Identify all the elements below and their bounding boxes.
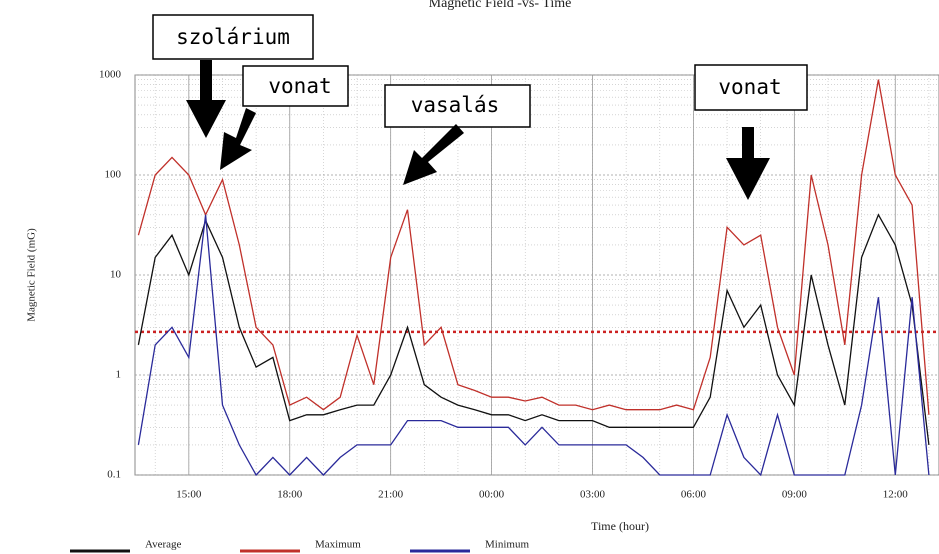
x-tick-label: 15:00 [176, 489, 202, 501]
annotation: vasalás [411, 93, 500, 117]
y-tick-label: 10 [110, 269, 122, 281]
x-tick-label: 09:00 [782, 489, 808, 501]
annotation-box [384, 84, 531, 128]
x-tick-label: 12:00 [883, 489, 909, 501]
y-tick-label: 1000 [99, 69, 122, 81]
annotation: vonat [718, 75, 781, 99]
y-tick-label: 0.1 [107, 469, 121, 481]
x-tick-label: 00:00 [479, 489, 505, 501]
arrow [186, 60, 226, 138]
x-axis-label: Time (hour) [591, 519, 649, 533]
arrow [726, 127, 770, 200]
x-tick-label: 21:00 [378, 489, 404, 501]
annotation: szolárium [176, 25, 290, 49]
x-tick-label: 03:00 [580, 489, 606, 501]
chart-title: Magnetic Field -vs- Time [429, 0, 572, 11]
annotation-box [242, 65, 349, 107]
data-line [137, 213, 930, 445]
arrow [403, 124, 464, 185]
data-line [137, 214, 930, 477]
annotation-box [152, 14, 314, 60]
y-tick-label: 100 [105, 169, 122, 181]
legend-label: Average [145, 539, 182, 551]
annotation-box [694, 64, 808, 111]
x-tick-label: 18:00 [277, 489, 303, 501]
y-axis-label: Magnetic Field (mG) [26, 228, 38, 322]
legend-label: Minimum [485, 539, 529, 551]
annotation: vonat [268, 74, 331, 98]
x-tick-label: 06:00 [681, 489, 707, 501]
legend: Average Maximum Minimum [70, 539, 529, 553]
arrow [220, 108, 256, 170]
legend-label: Maximum [315, 539, 361, 551]
y-tick-label: 1 [116, 369, 122, 381]
plot-area: 0.1 1 10 100 1000 15:00 18:00 21:00 00:00 03:00 06… [99, 69, 939, 501]
annotations: szolárium vonat vasalás vonat [152, 14, 808, 200]
data-line [137, 79, 930, 415]
